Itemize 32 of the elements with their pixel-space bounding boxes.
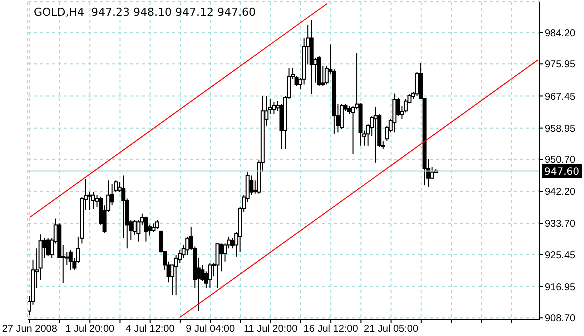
candlestick <box>340 104 344 130</box>
x-tick-label: 27 Jun 2008 <box>2 324 58 336</box>
y-tick-label: 984.20 <box>545 28 576 40</box>
x-tick-label: 9 Jul 04:00 <box>186 324 236 336</box>
y-tick-label: 958.95 <box>545 124 576 135</box>
y-tick-label: 975.95 <box>545 60 576 71</box>
candlestick <box>220 243 224 272</box>
candlestick <box>374 106 378 164</box>
x-tick-label: 4 Jul 12:00 <box>126 324 176 336</box>
candlestick <box>88 192 92 211</box>
candlestick <box>144 216 148 242</box>
y-tick-label: 933.70 <box>545 219 576 230</box>
candlestick <box>250 175 254 196</box>
x-tick-label: 16 Jul 12:00 <box>304 324 359 336</box>
y-tick-label: 908.70 <box>545 314 576 325</box>
candlestick <box>156 220 160 230</box>
x-tick-label: 11 Jul 20:00 <box>244 324 298 336</box>
candlestick <box>92 192 96 210</box>
candlestick <box>68 250 73 271</box>
candlestick <box>272 102 276 116</box>
chart-title: GOLD,H4 947.23 948.10 947.12 947.60 <box>34 6 256 19</box>
y-tick-label: 916.95 <box>545 282 576 294</box>
ref-line-label: 947.60 <box>544 167 580 178</box>
candlestick <box>392 93 397 134</box>
x-tick-label: 21 Jul 05:00 <box>364 324 419 336</box>
y-tick-label: 967.45 <box>545 92 576 103</box>
candlestick <box>208 262 212 289</box>
y-tick-label: 950.70 <box>545 155 576 166</box>
y-tick-label: 925.45 <box>545 250 576 262</box>
candlestick <box>216 243 220 289</box>
x-tick-label: 1 Jul 20:00 <box>66 324 116 336</box>
y-tick-label: 942.20 <box>545 187 576 198</box>
